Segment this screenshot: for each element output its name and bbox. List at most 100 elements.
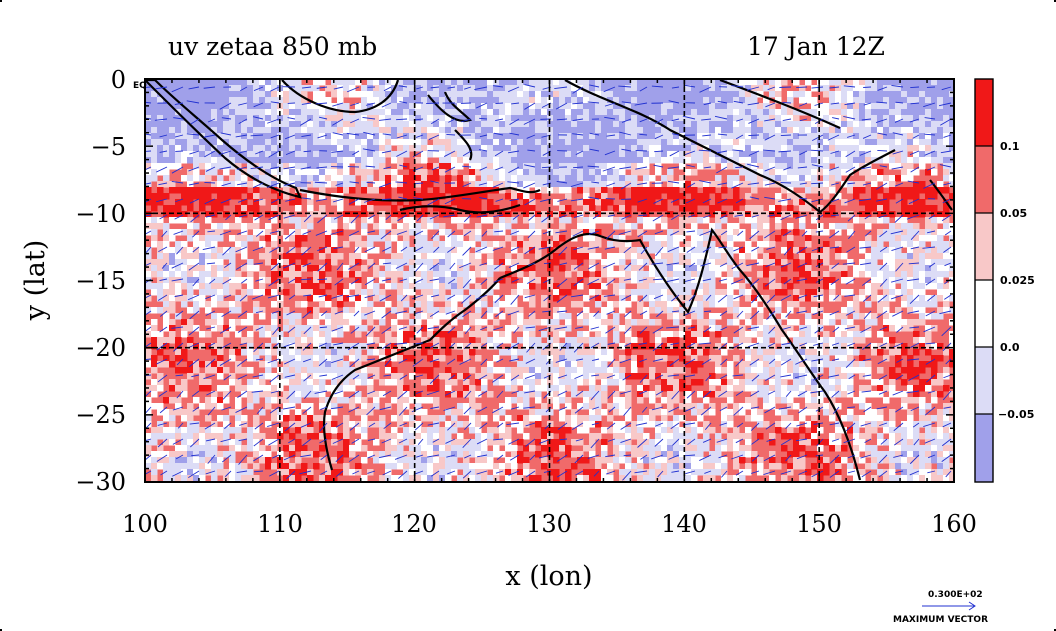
field-cell	[583, 145, 590, 152]
field-cell	[727, 151, 734, 158]
field-cell	[793, 193, 800, 200]
field-cell	[361, 181, 368, 188]
field-cell	[817, 337, 824, 344]
field-cell	[523, 145, 530, 152]
field-cell	[223, 109, 230, 116]
field-cell	[727, 85, 734, 92]
field-cell	[223, 283, 230, 290]
field-cell	[331, 127, 338, 134]
field-cell	[745, 355, 752, 362]
field-cell	[775, 157, 782, 164]
field-cell	[181, 193, 188, 200]
field-cell	[553, 337, 560, 344]
field-cell	[373, 247, 380, 254]
field-cell	[391, 115, 398, 122]
field-cell	[655, 331, 662, 338]
field-cell	[457, 157, 464, 164]
field-cell	[559, 349, 566, 356]
field-cell	[901, 145, 908, 152]
field-cell	[697, 151, 704, 158]
field-cell	[379, 91, 386, 98]
field-cell	[595, 253, 602, 260]
field-cell	[385, 169, 392, 176]
field-cell	[475, 223, 482, 230]
field-cell	[661, 259, 668, 266]
field-cell	[379, 295, 386, 302]
field-cell	[637, 127, 644, 134]
field-cell	[667, 241, 674, 248]
field-cell	[685, 331, 692, 338]
field-cell	[535, 115, 542, 122]
field-cell	[559, 361, 566, 368]
field-cell	[745, 319, 752, 326]
field-cell	[883, 121, 890, 128]
field-cell	[403, 109, 410, 116]
field-cell	[403, 121, 410, 128]
field-cell	[823, 103, 830, 110]
field-cell	[823, 91, 830, 98]
field-cell	[751, 97, 758, 104]
field-cell	[517, 145, 524, 152]
field-cell	[511, 121, 518, 128]
field-cell	[337, 271, 344, 278]
field-cell	[391, 355, 398, 362]
field-cell	[253, 139, 260, 146]
field-cell	[415, 175, 422, 182]
field-cell	[823, 133, 830, 140]
field-cell	[943, 289, 950, 296]
field-cell	[619, 343, 626, 350]
field-cell	[757, 247, 764, 254]
field-cell	[337, 91, 344, 98]
field-cell	[289, 229, 296, 236]
field-cell	[889, 241, 896, 248]
field-cell	[547, 97, 554, 104]
field-cell	[541, 175, 548, 182]
field-cell	[625, 127, 632, 134]
field-cell	[703, 241, 710, 248]
field-cell	[541, 163, 548, 170]
field-cell	[661, 187, 668, 194]
field-cell	[289, 313, 296, 320]
field-cell	[295, 337, 302, 344]
field-cell	[769, 259, 776, 266]
field-cell	[709, 97, 716, 104]
field-cell	[691, 151, 698, 158]
field-cell	[793, 127, 800, 134]
field-cell	[259, 109, 266, 116]
field-cell	[949, 289, 954, 296]
field-cell	[475, 271, 482, 278]
field-cell	[343, 241, 350, 248]
field-cell	[655, 295, 662, 302]
field-cell	[475, 199, 482, 206]
field-cell	[265, 157, 272, 164]
field-cell	[595, 85, 602, 92]
field-cell	[847, 349, 854, 356]
field-cell	[937, 259, 944, 266]
field-cell	[871, 271, 878, 278]
field-cell	[811, 103, 818, 110]
field-cell	[727, 133, 734, 140]
field-cell	[499, 313, 506, 320]
field-cell	[823, 109, 830, 116]
field-cell	[715, 133, 722, 140]
field-cell	[301, 151, 308, 158]
field-cell	[301, 361, 308, 368]
field-cell	[229, 163, 236, 170]
field-cell	[199, 97, 206, 104]
field-cell	[313, 271, 320, 278]
field-cell	[823, 349, 830, 356]
field-cell	[427, 241, 434, 248]
field-cell	[301, 127, 308, 134]
field-cell	[397, 121, 404, 128]
field-cell	[889, 91, 896, 98]
field-cell	[451, 301, 458, 308]
field-cell	[301, 109, 308, 116]
field-cell	[823, 151, 830, 158]
field-cell	[901, 157, 908, 164]
field-cell	[265, 367, 272, 374]
field-cell	[877, 175, 884, 182]
field-cell	[523, 343, 530, 350]
field-cell	[781, 325, 788, 332]
field-cell	[781, 211, 788, 218]
field-cell	[235, 193, 242, 200]
